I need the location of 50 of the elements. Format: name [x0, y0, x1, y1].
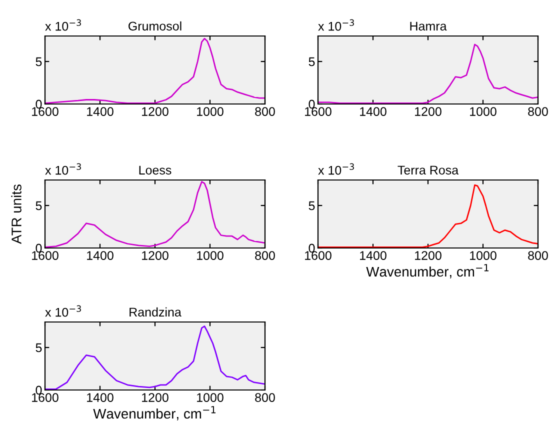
- x-tick-label: 1000: [197, 393, 224, 402]
- text: x 10$^{−3}$: [45, 163, 81, 175]
- chart-title: Loess: [139, 166, 172, 175]
- x-tick-label: 1400: [360, 251, 386, 260]
- x-tick-label: 1400: [87, 393, 114, 402]
- chart-title: Grumosol: [128, 21, 182, 31]
- x-tick-label: 1200: [142, 107, 168, 116]
- x-tick-label: 1600: [32, 107, 58, 116]
- y-axis-title: ATR units: [11, 184, 22, 244]
- y-tick-label: 5: [308, 57, 315, 66]
- x-tick-label: 1600: [305, 251, 332, 260]
- chart-title: Hamra: [410, 22, 447, 31]
- x-tick-label: 800: [255, 251, 275, 260]
- y-tick-label: 0: [36, 244, 42, 253]
- y-tick-label: 0: [36, 386, 42, 395]
- x-tick-label: 1600: [32, 393, 58, 402]
- y-tick-label: 5: [36, 57, 42, 66]
- y-tick-label: 5: [308, 201, 315, 210]
- x-tick-label: 1600: [32, 251, 58, 260]
- x-axis-title: Wavenumber, cm$^{−1}$: [93, 406, 216, 420]
- chart-title: Terra Rosa: [398, 166, 459, 175]
- x-tick-label: 1200: [415, 251, 442, 260]
- x-tick-label: 1000: [197, 107, 224, 116]
- x-axis-title: Wavenumber, cm$^{−1}$: [366, 264, 489, 278]
- y-tick-label: 0: [36, 100, 42, 109]
- text: x 10$^{−3}$: [45, 19, 81, 31]
- line-series: [45, 181, 265, 248]
- x-tick-label: 1200: [142, 393, 168, 402]
- y-tick-label: 5: [36, 201, 42, 210]
- x-tick-label: 800: [528, 251, 548, 260]
- x-tick-label: 800: [255, 107, 275, 116]
- x-tick-label: 1600: [305, 107, 332, 116]
- x-tick-label: 1200: [415, 107, 442, 116]
- x-tick-label: 1400: [360, 107, 386, 116]
- y-tick-label: 5: [36, 343, 42, 352]
- line-series: [45, 38, 265, 104]
- x-tick-label: 800: [528, 107, 548, 116]
- x-tick-label: 1000: [470, 251, 496, 260]
- chart-title: Randzina: [130, 307, 182, 317]
- x-tick-label: 1000: [470, 107, 496, 116]
- text: x 10$^{−3}$: [318, 163, 354, 175]
- x-tick-label: 1000: [197, 251, 224, 260]
- text: x 10$^{−3}$: [45, 305, 81, 317]
- x-tick-label: 1200: [142, 251, 168, 260]
- x-tick-label: 1400: [87, 251, 114, 260]
- x-tick-label: 800: [255, 393, 275, 402]
- y-tick-label: 0: [308, 244, 315, 253]
- x-tick-label: 1400: [87, 107, 114, 116]
- y-tick-label: 0: [308, 100, 315, 109]
- text: x 10$^{−3}$: [318, 19, 354, 31]
